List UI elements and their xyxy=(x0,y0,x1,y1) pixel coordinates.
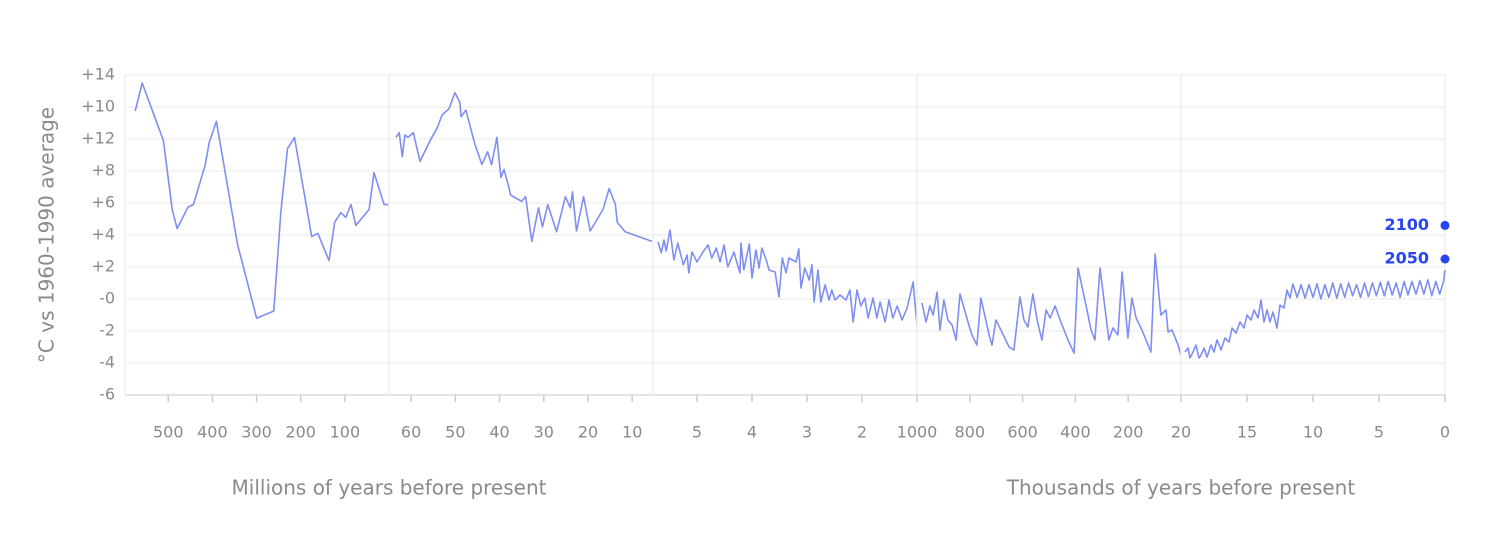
temperature-line xyxy=(1184,270,1446,359)
temperature-line xyxy=(921,253,1182,356)
y-tick-label: -0 xyxy=(99,289,115,308)
x-tick-label: 30 xyxy=(534,423,554,442)
y-tick-label: +6 xyxy=(91,193,115,212)
temperature-line xyxy=(395,91,653,243)
x-tick-label: 50 xyxy=(445,423,465,442)
x-tick-label: 0 xyxy=(1440,423,1450,442)
x-tick-label: 20 xyxy=(578,423,598,442)
x-tick-label: 100 xyxy=(330,423,361,442)
x-tick-label: 600 xyxy=(1007,423,1038,442)
y-tick-label: -6 xyxy=(99,385,115,404)
x-tick-label: 800 xyxy=(955,423,986,442)
x-tick-label: 10 xyxy=(622,423,642,442)
x-tick-label: 5 xyxy=(1374,423,1384,442)
x-tick-label: 5 xyxy=(692,423,702,442)
x-tick-label: 40 xyxy=(489,423,509,442)
y-tick-label: -4 xyxy=(99,353,115,372)
x-tick-label: 300 xyxy=(241,423,272,442)
x-tick-label: 20 xyxy=(1171,423,1191,442)
y-tick-label: +2 xyxy=(91,257,115,276)
x-tick-label: 60 xyxy=(401,423,421,442)
x-tick-label: 200 xyxy=(1113,423,1144,442)
projection-dot xyxy=(1440,220,1450,230)
x-tick-label: 500 xyxy=(153,423,184,442)
x-tick-label: 4 xyxy=(747,423,757,442)
y-axis-title: °C vs 1960-1990 average xyxy=(35,107,59,363)
x-axis-title: Thousands of years before present xyxy=(1006,476,1356,500)
y-tick-label: +12 xyxy=(81,129,115,148)
x-tick-label: 1000 xyxy=(897,423,938,442)
x-tick-label: 200 xyxy=(285,423,316,442)
projection-dot xyxy=(1440,254,1450,264)
x-tick-label: 3 xyxy=(802,423,812,442)
x-tick-label: 2 xyxy=(857,423,867,442)
x-tick-label: 400 xyxy=(1060,423,1091,442)
y-tick-label: +4 xyxy=(91,225,115,244)
x-axis-title: Millions of years before present xyxy=(232,476,547,500)
projection-label: 2100 xyxy=(1384,215,1429,234)
projection-label: 2050 xyxy=(1384,249,1429,268)
x-tick-label: 15 xyxy=(1237,423,1257,442)
x-tick-label: 400 xyxy=(197,423,228,442)
temperature-line xyxy=(657,229,918,326)
temperature-line xyxy=(134,82,389,319)
y-tick-label: +14 xyxy=(81,65,115,84)
y-tick-label: +8 xyxy=(91,161,115,180)
y-tick-label: +10 xyxy=(81,97,115,116)
x-tick-label: 10 xyxy=(1303,423,1323,442)
y-tick-label: -2 xyxy=(99,321,115,340)
